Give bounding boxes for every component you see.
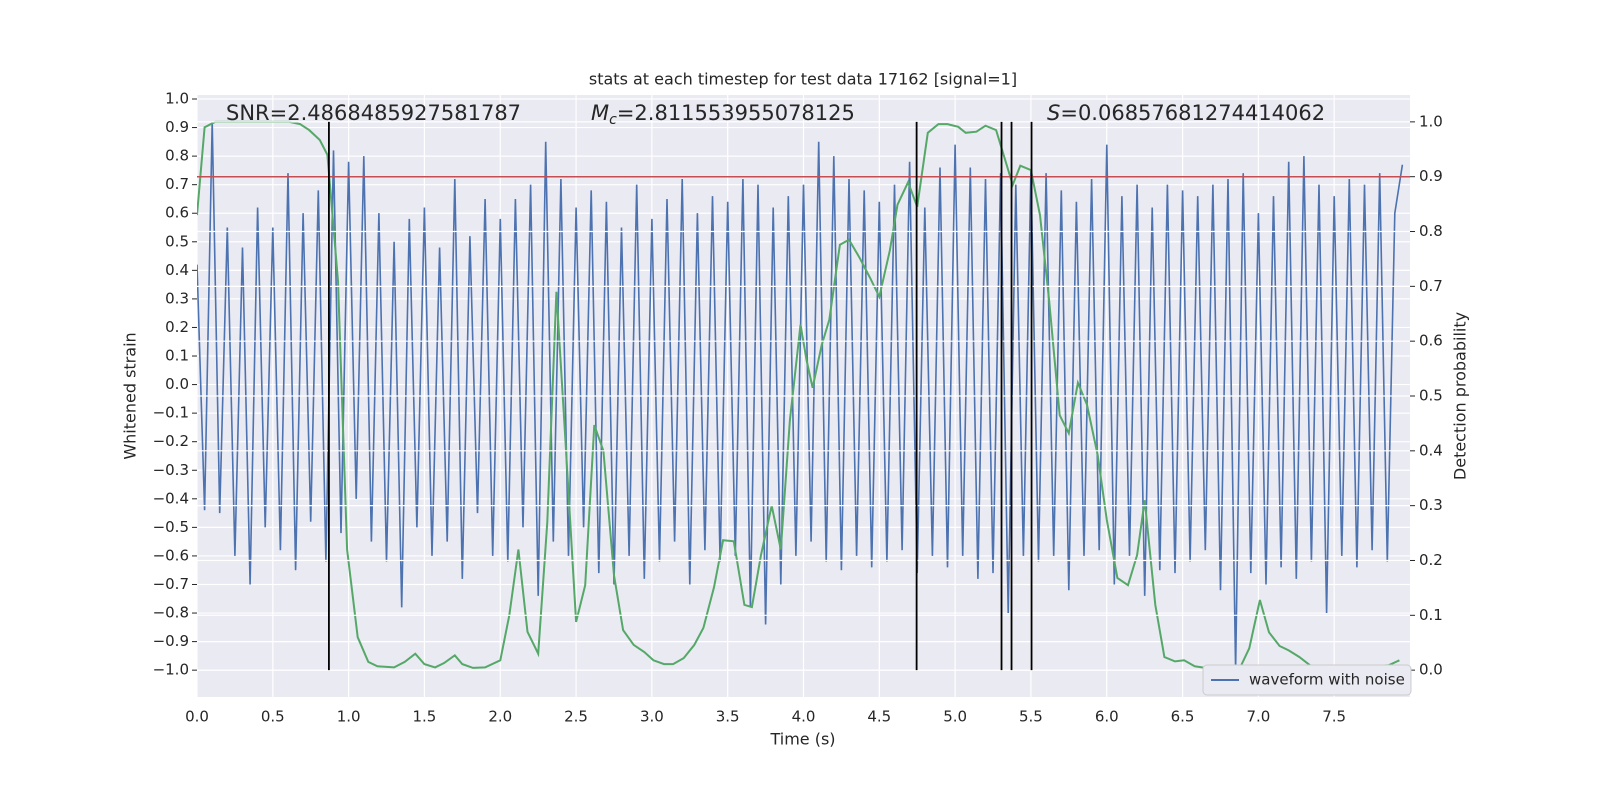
data-line (197, 121, 1404, 671)
x-tick-label: 4.5 (867, 708, 891, 726)
x-tick-label: 5.0 (943, 708, 967, 726)
annotation: S=0.06857681274414062 (1047, 101, 1325, 125)
annotation: SNR=2.4868485927581787 (226, 101, 521, 125)
x-tick-label: 5.5 (1019, 708, 1043, 726)
x-tick-label: 2.5 (564, 708, 588, 726)
x-tick-label: 6.5 (1171, 708, 1195, 726)
x-tick-label: 7.0 (1246, 708, 1270, 726)
x-tick-label: 3.0 (640, 708, 664, 726)
legend-box (1202, 664, 1412, 696)
y-tick-label: 0.2 (165, 318, 189, 336)
annotation-text: =2.811553955078125 (617, 101, 855, 125)
y-tick-label: 0.1 (165, 347, 189, 365)
y-tick-label: −1.0 (153, 661, 189, 679)
y-tick-label: −0.5 (153, 518, 189, 536)
x-tick-label: 0.0 (185, 708, 209, 726)
y2-tick-label: 0.8 (1419, 222, 1443, 240)
y2-tick-label: 0.0 (1419, 661, 1443, 679)
y2-axis-label: Detection probability (1451, 312, 1470, 480)
y-tick-label: 0.8 (165, 147, 189, 165)
y-tick-label: 0.0 (165, 375, 189, 393)
y-tick-label: −0.4 (153, 489, 189, 507)
y-tick-label: 0.4 (165, 261, 189, 279)
y-tick-label: −0.1 (153, 404, 189, 422)
y2-tick-label: 1.0 (1419, 112, 1443, 130)
y-tick-label: −0.2 (153, 432, 189, 450)
x-axis-label: Time (s) (769, 730, 835, 749)
y2-tick-label: 0.2 (1419, 551, 1443, 569)
y-tick-label: 0.5 (165, 232, 189, 250)
y2-tick-label: 0.7 (1419, 277, 1443, 295)
y-tick-label: −0.9 (153, 632, 189, 650)
x-tick-label: 0.5 (261, 708, 285, 726)
legend-label: waveform with noise (1249, 671, 1405, 689)
y2-tick-label: 0.9 (1419, 167, 1443, 185)
annotation-subscript: c (609, 112, 617, 128)
y2-tick-label: 0.5 (1419, 387, 1443, 405)
chart-title: stats at each timestep for test data 171… (589, 70, 1017, 89)
annotation-symbol: S (1047, 101, 1060, 125)
y-tick-label: −0.8 (153, 604, 189, 622)
y-tick-label: 0.6 (165, 204, 189, 222)
x-tick-label: 7.5 (1322, 708, 1346, 726)
y-tick-label: 0.7 (165, 175, 189, 193)
annotation-text: SNR=2.4868485927581787 (226, 101, 521, 125)
annotation: Mc=2.811553955078125 (591, 101, 855, 128)
y2-tick-label: 0.3 (1419, 496, 1443, 514)
y2-tick-label: 0.1 (1419, 606, 1443, 624)
x-tick-label: 1.5 (413, 708, 437, 726)
y2-tick-label: 0.4 (1419, 441, 1443, 459)
annotation-text: =0.06857681274414062 (1060, 101, 1325, 125)
y-axis-label: Whitened strain (121, 332, 140, 459)
x-tick-label: 6.0 (1095, 708, 1119, 726)
y-tick-label: 1.0 (165, 89, 189, 107)
y-tick-label: 0.3 (165, 289, 189, 307)
y-tick-label: −0.3 (153, 461, 189, 479)
x-tick-label: 3.5 (716, 708, 740, 726)
x-tick-label: 4.0 (792, 708, 816, 726)
y-tick-label: −0.7 (153, 575, 189, 593)
plot-area (197, 120, 1410, 671)
x-tick-label: 1.0 (337, 708, 361, 726)
grid (196, 95, 1410, 697)
y-tick-label: −0.6 (153, 546, 189, 564)
data-line (197, 120, 1400, 671)
x-tick-label: 2.0 (488, 708, 512, 726)
y-tick-label: 0.9 (165, 118, 189, 136)
annotation-symbol: M (591, 101, 609, 125)
y2-tick-label: 0.6 (1419, 332, 1443, 350)
